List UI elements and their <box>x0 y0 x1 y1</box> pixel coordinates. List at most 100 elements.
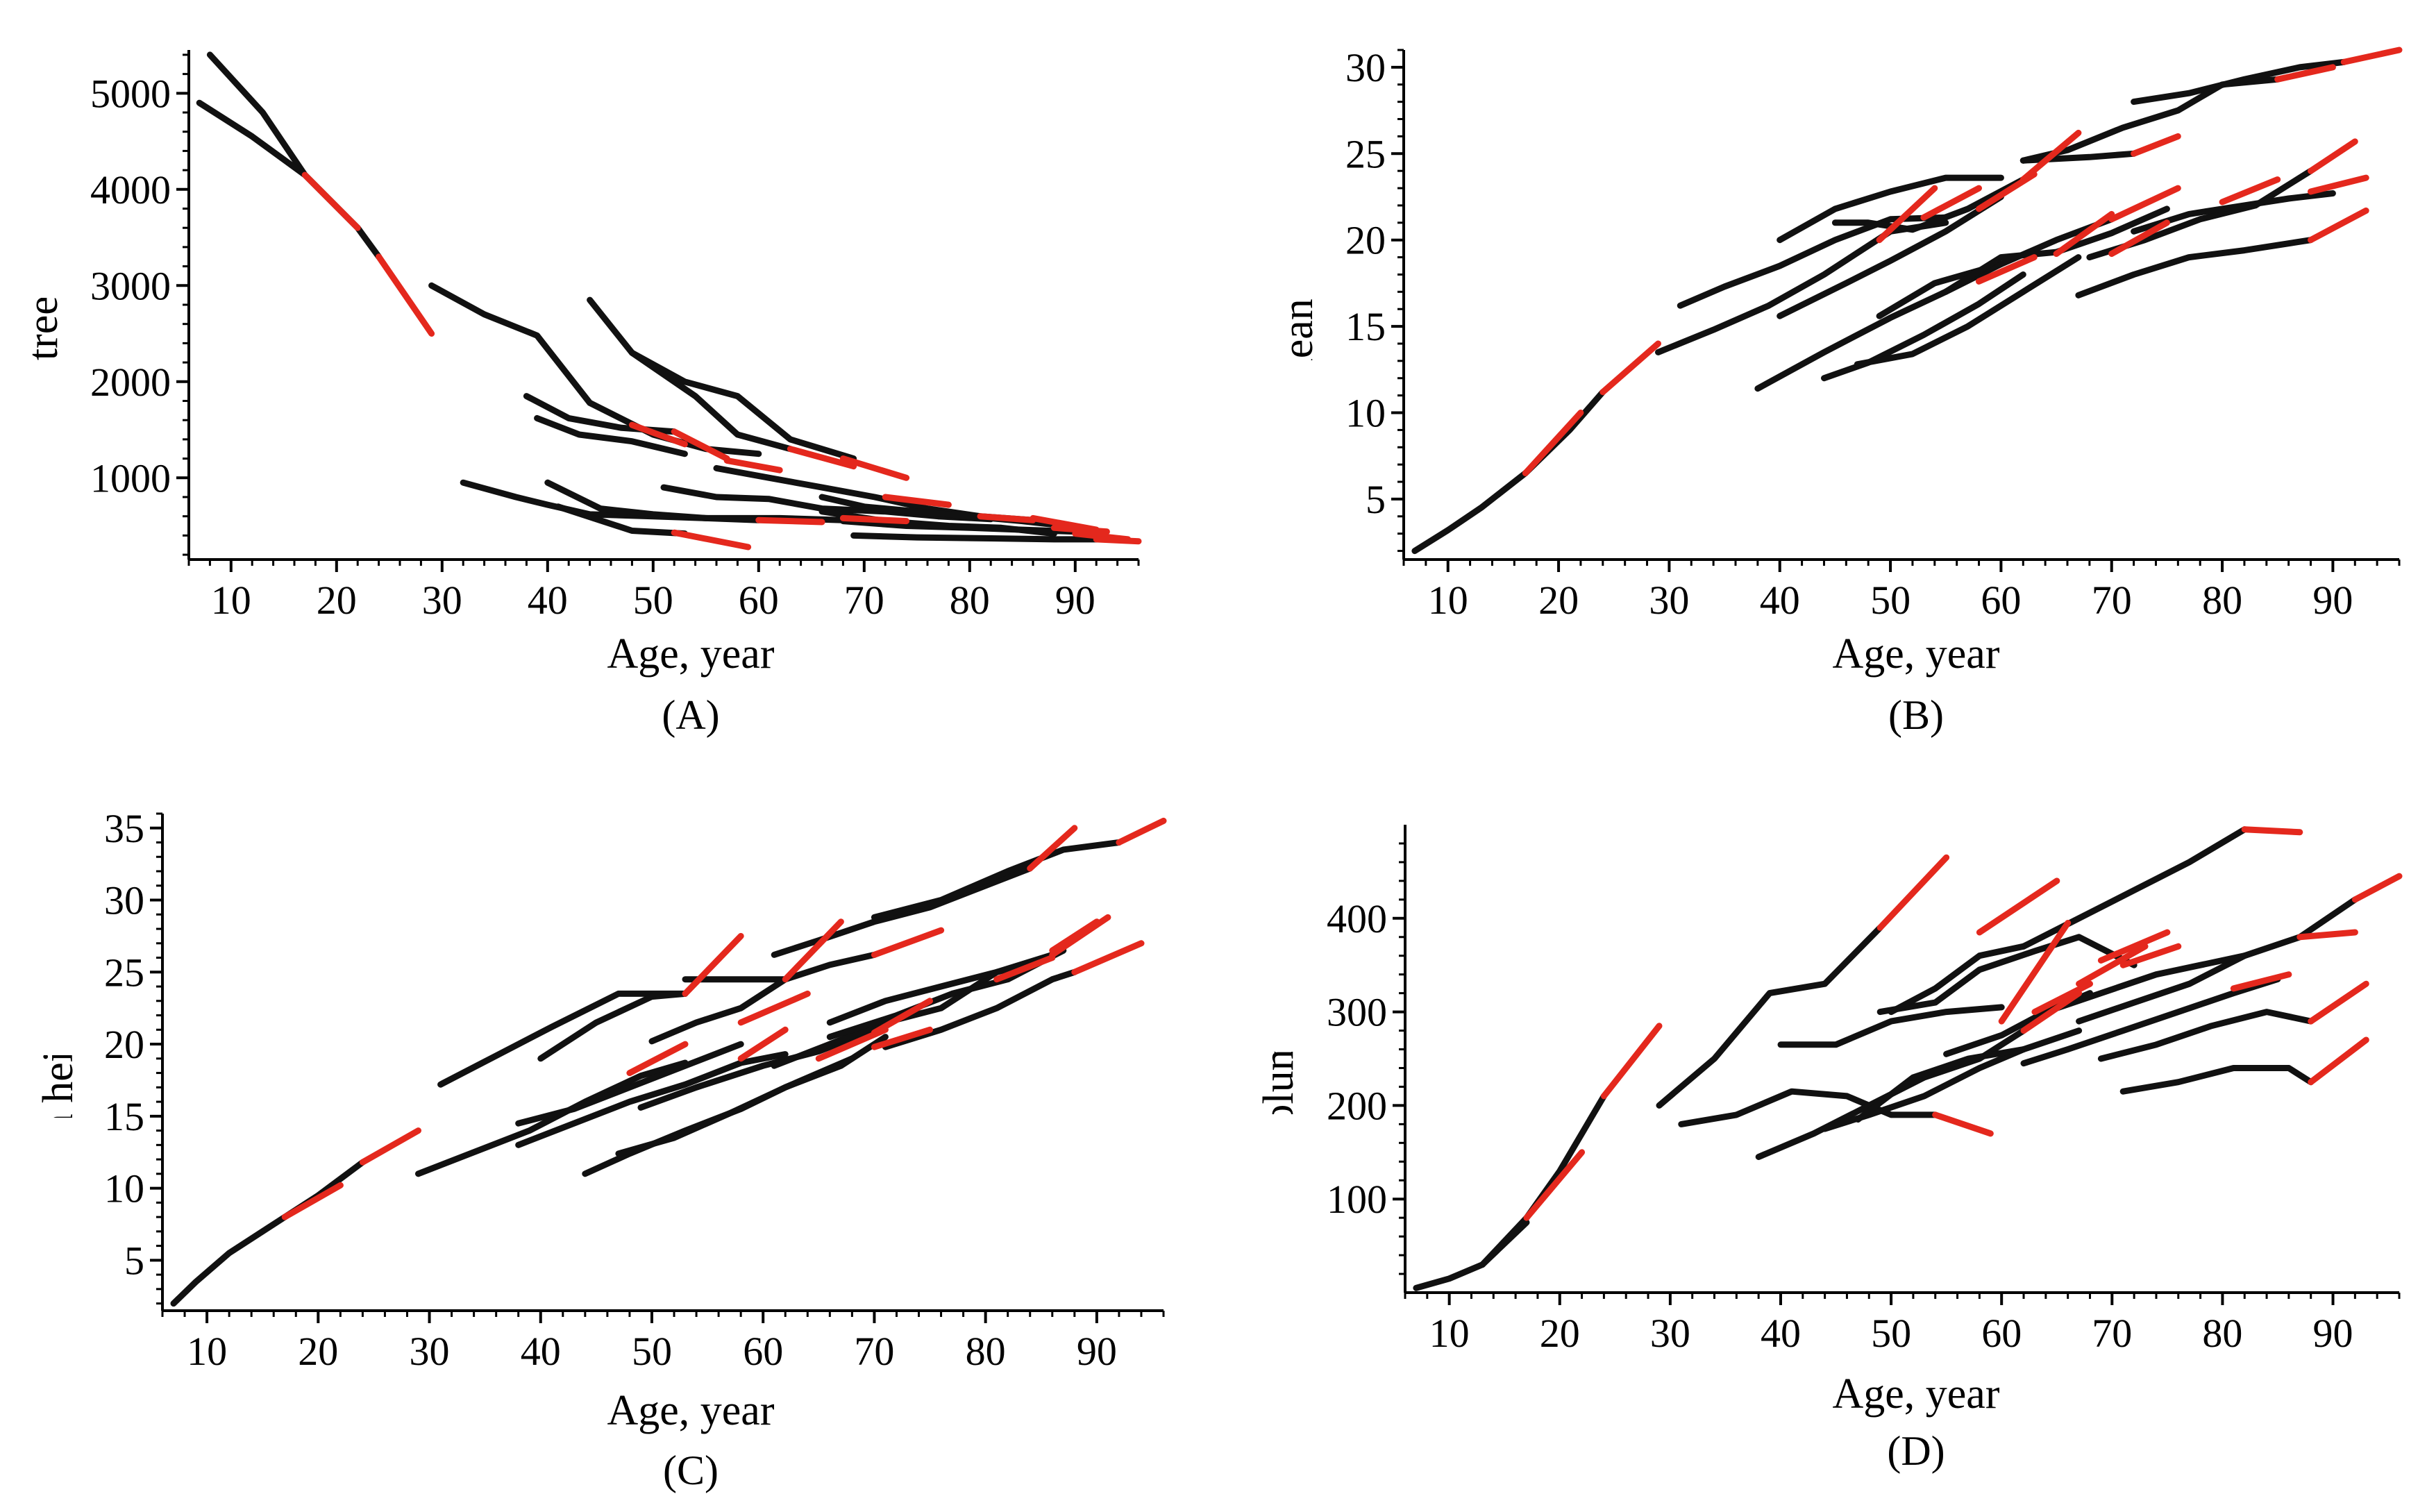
projected-line-b <box>2019 129 2082 183</box>
projected-line-a <box>1093 536 1142 545</box>
projected-line-d <box>1976 877 2060 936</box>
x-tick-label-b: 30 <box>1649 578 1689 623</box>
observed-line-b <box>1831 176 2026 233</box>
x-tick-label-d: 50 <box>1871 1311 1911 1356</box>
projected-line-d <box>2296 929 2358 941</box>
observed-line-a <box>206 51 308 178</box>
observed-line-d <box>1888 943 2027 1016</box>
projected-line-b <box>2108 219 2170 258</box>
projected-line-a <box>1050 524 1110 535</box>
projected-line-d <box>1932 1111 1994 1137</box>
projected-line-c <box>359 1127 421 1166</box>
x-tick-label-a: 60 <box>739 578 779 623</box>
projected-line-d <box>2308 980 2369 1025</box>
y-tick-label-a: 3000 <box>90 263 171 308</box>
observed-line-d <box>1822 1046 2027 1132</box>
observed-line-c <box>170 1213 288 1307</box>
observed-line-a <box>628 349 793 453</box>
x-tick-label-a: 90 <box>1055 578 1095 623</box>
x-tick-label-a: 80 <box>950 578 990 623</box>
x-tick-label-d: 10 <box>1429 1311 1470 1356</box>
projected-line-a <box>839 514 910 525</box>
x-tick-label-b: 70 <box>2092 578 2132 623</box>
y-tick-label-c: 25 <box>104 950 144 995</box>
y-tick-label-d: 300 <box>1327 990 1387 1035</box>
y-tick-label-b: 20 <box>1345 218 1386 263</box>
panel-d: 10 20 30 40 50 60 70 80 90 100 200 300 400 Age, year S… <box>1255 825 2403 1474</box>
x-tick-label-b: 80 <box>2202 578 2242 623</box>
x-tick-label-a: 40 <box>528 578 568 623</box>
y-axis-label-a: Number of trees per hectare <box>19 78 67 559</box>
observed-line-b <box>1777 194 2004 319</box>
x-tick-label-c: 50 <box>632 1329 672 1374</box>
projected-line-a <box>671 428 730 462</box>
projected-line-a <box>787 446 857 470</box>
x-tick-label-a: 70 <box>844 578 884 623</box>
projected-line-d <box>2097 929 2171 964</box>
projected-line-b <box>2219 176 2281 205</box>
panel-label-d: (D) <box>1887 1428 1945 1474</box>
observed-line-c <box>771 865 1034 958</box>
x-tick-label-d: 90 <box>2313 1311 2353 1356</box>
x-tick-label-d: 40 <box>1761 1311 1801 1356</box>
observed-line-d <box>2020 826 2248 950</box>
y-axis-label-c: Mean height, m <box>35 941 82 1212</box>
projected-line-b <box>2308 138 2358 174</box>
observed-line-c <box>515 1051 789 1148</box>
observed-line-a <box>587 296 857 462</box>
projected-line-b <box>2308 174 2369 195</box>
projected-line-d <box>2020 990 2083 1034</box>
projected-line-d <box>1876 854 1950 931</box>
y-tick-label-b: 5 <box>1366 477 1386 522</box>
projected-line-c <box>1049 918 1100 954</box>
observed-line-b <box>1655 219 1949 355</box>
projected-line-c <box>682 932 744 997</box>
observed-line-a <box>196 99 308 178</box>
y-tick-label-d: 100 <box>1327 1177 1387 1222</box>
observed-line-d <box>2020 975 2281 1067</box>
x-tick-label-a: 50 <box>633 578 673 623</box>
projected-line-b <box>2340 47 2403 65</box>
projected-line-a <box>882 494 952 508</box>
observed-line-a <box>534 414 688 457</box>
projected-line-c <box>871 927 945 958</box>
observed-line-b <box>1854 254 2082 368</box>
x-tick-label-d: 60 <box>1981 1311 2022 1356</box>
observed-line-b <box>1821 271 2026 382</box>
observed-line-a <box>523 393 678 435</box>
projected-line-c <box>737 1026 789 1062</box>
projected-line-b <box>2053 210 2115 258</box>
projected-line-c <box>281 1182 344 1220</box>
projected-line-d <box>2351 873 2403 903</box>
observed-line-d <box>1656 924 1883 1109</box>
observed-line-c <box>537 990 689 1062</box>
observed-line-d <box>2119 1065 2315 1095</box>
projected-line-d <box>2031 980 2093 1016</box>
observed-line-d <box>1876 934 2138 1016</box>
projected-line-b <box>1599 340 1661 396</box>
panel-label-a: (A) <box>662 692 719 738</box>
x-tick-label-c: 30 <box>410 1329 450 1374</box>
x-tick-label-c: 20 <box>298 1329 338 1374</box>
y-tick-label-c: 15 <box>104 1094 144 1139</box>
projected-line-b <box>2131 133 2181 157</box>
x-tick-label-d: 30 <box>1650 1311 1690 1356</box>
observed-line-d <box>1479 1093 1607 1268</box>
projected-line-c <box>1116 817 1167 846</box>
projected-line-a <box>671 529 752 551</box>
observed-line-d <box>2042 952 2248 1016</box>
observed-line-d <box>2076 896 2358 1025</box>
x-tick-label-b: 40 <box>1760 578 1800 623</box>
x-tick-label-b: 50 <box>1870 578 1910 623</box>
observed-line-b <box>1777 174 2004 244</box>
projected-line-c <box>737 990 811 1026</box>
observed-line-d <box>1777 1004 2005 1048</box>
y-tick-label-c: 35 <box>104 806 144 851</box>
projected-line-b <box>1876 185 1938 244</box>
projected-line-c <box>782 918 844 983</box>
x-axis-label-a: Age, year <box>607 630 775 678</box>
x-axis-label-d: Age, year <box>1833 1370 2000 1418</box>
y-axis-label-d: Stand volume, m3/ha <box>1255 889 1302 1257</box>
panel-c: 10 20 30 40 50 60 70 80 90 5 10 15 20 25 30 35 Age, year… <box>35 806 1167 1493</box>
projected-line-d <box>2230 971 2292 992</box>
